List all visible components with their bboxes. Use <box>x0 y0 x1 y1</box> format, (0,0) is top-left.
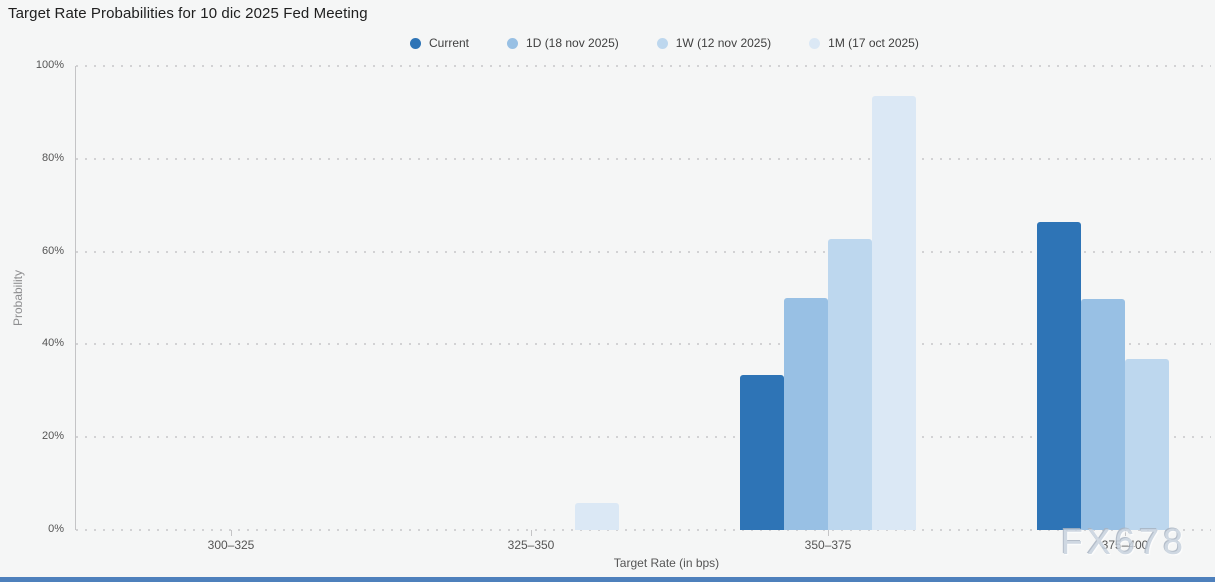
bar-1w-3[interactable] <box>828 239 872 530</box>
legend-dot-current-icon <box>410 37 421 49</box>
legend-item-1w[interactable]: 1W (12 nov 2025) <box>656 36 772 50</box>
bottom-edge-strip <box>0 577 1215 582</box>
legend-dot-1m-icon <box>809 37 821 49</box>
gridline <box>76 65 1211 68</box>
legend-label: 1D (18 nov 2025) <box>526 36 619 50</box>
x-axis-tick <box>828 530 829 536</box>
legend-dot-1d-icon <box>507 37 519 49</box>
x-axis-label: 300–325 <box>207 538 255 552</box>
legend-item-1m[interactable]: 1M (17 oct 2025) <box>809 36 919 50</box>
legend-label: 1M (17 oct 2025) <box>828 36 919 50</box>
x-axis-label: 350–375 <box>804 538 852 552</box>
y-axis-tick-label: 0% <box>48 523 64 535</box>
y-axis-tick-label: 80% <box>41 151 64 164</box>
y-axis-tick-label: 60% <box>41 244 64 257</box>
bar-current-3[interactable] <box>740 375 784 530</box>
chart-title: Target Rate Probabilities for 10 dic 202… <box>8 5 368 22</box>
x-axis-tick <box>231 530 232 536</box>
legend-dot-1w-icon <box>656 37 668 49</box>
legend-item-1d[interactable]: 1D (18 nov 2025) <box>507 36 619 50</box>
x-axis-label: 375–400 <box>1101 538 1149 552</box>
bar-1d-4[interactable] <box>1081 299 1125 530</box>
legend-item-current[interactable]: Current <box>410 36 469 50</box>
legend-label: Current <box>429 36 470 50</box>
gridline <box>76 343 1211 346</box>
gridline <box>76 250 1211 253</box>
bar-1d-3[interactable] <box>784 298 828 530</box>
legend-label: 1W (12 nov 2025) <box>675 36 772 50</box>
gridline <box>76 436 1211 439</box>
y-axis-tick-label: 100% <box>35 59 64 71</box>
legend: Current 1D (18 nov 2025) 1W (12 nov 2025… <box>410 36 919 50</box>
bar-1m-3[interactable] <box>872 96 916 530</box>
bar-1w-4[interactable] <box>1125 359 1169 530</box>
x-axis-title: Target Rate (in bps) <box>613 556 720 570</box>
gridline <box>76 529 1211 531</box>
plot-area: 300–325 325–350 350–375 375–400 <box>75 65 1211 552</box>
gridline <box>76 157 1211 160</box>
y-axis-tick-label: 20% <box>41 430 64 443</box>
x-axis-tick <box>1125 530 1126 536</box>
bar-current-4[interactable] <box>1037 222 1081 530</box>
x-axis-tick <box>531 530 532 536</box>
x-axis-label: 325–350 <box>507 538 555 552</box>
bar-1m-2[interactable] <box>575 503 619 530</box>
y-axis-tick-label: 40% <box>41 337 64 350</box>
